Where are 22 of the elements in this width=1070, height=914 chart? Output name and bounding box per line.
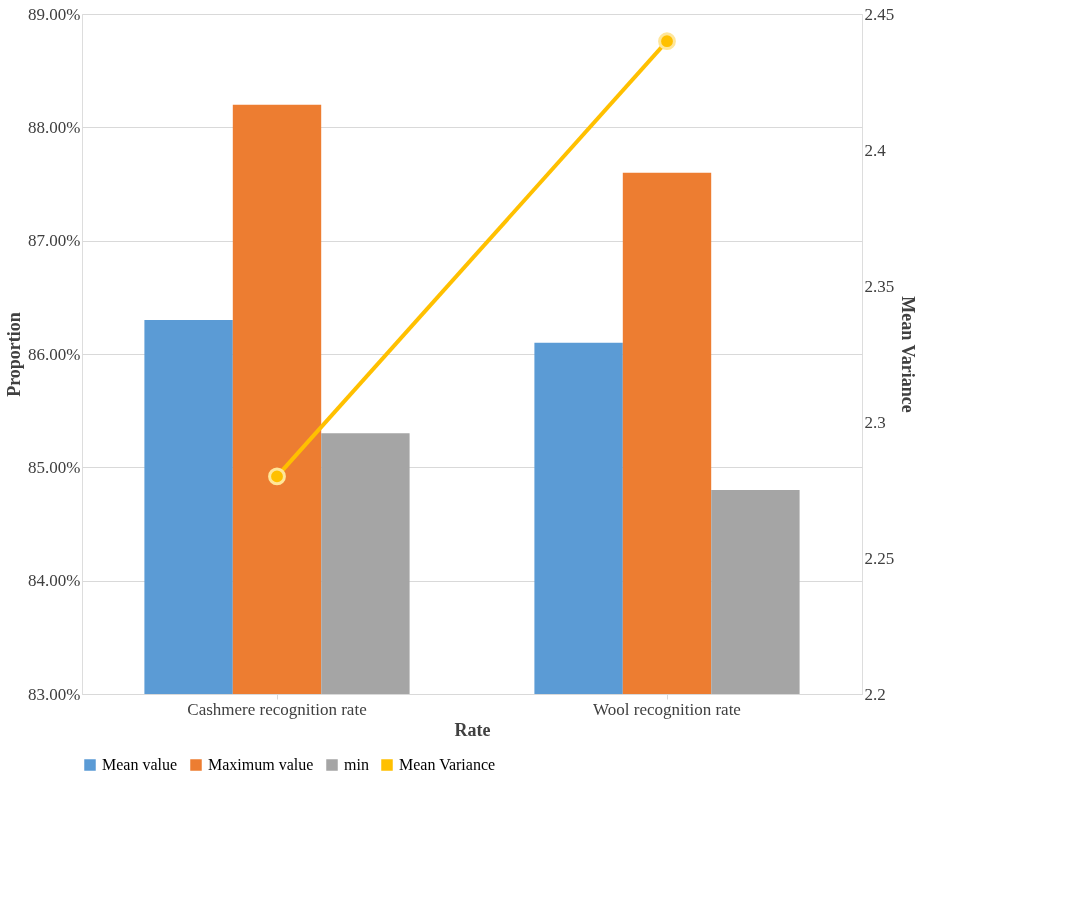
y-tick-label: 89.00%	[28, 4, 81, 24]
y-tick-label: 86.00%	[28, 344, 81, 364]
y2-tick-label: 2.45	[864, 4, 895, 24]
y2-axis-title: Mean Variance	[898, 296, 919, 413]
y2-tick-label: 2.2	[864, 684, 886, 704]
legend-label: Mean Variance	[399, 756, 496, 773]
legend-label: Maximum value	[208, 756, 314, 773]
y-tick-label: 85.00%	[28, 457, 81, 477]
y-tick-label: 84.00%	[28, 571, 81, 591]
y-axis-title: Proportion	[4, 312, 25, 397]
legend-label: min	[344, 756, 369, 773]
y2-tick-label: 2.4	[864, 140, 887, 160]
y-tick-label: 83.00%	[28, 684, 81, 704]
y2-tick-label: 2.35	[864, 276, 895, 296]
legend-label: Mean value	[102, 756, 178, 773]
x-axis-title: Rate	[454, 719, 491, 740]
y-tick-label: 87.00%	[28, 231, 81, 251]
x-tick-label: Cashmere recognition rate	[187, 699, 367, 719]
y2-tick-label: 2.25	[864, 548, 895, 568]
y-tick-label: 88.00%	[28, 117, 81, 137]
x-tick-label: Wool recognition rate	[593, 699, 741, 719]
y2-tick-label: 2.3	[864, 412, 886, 432]
